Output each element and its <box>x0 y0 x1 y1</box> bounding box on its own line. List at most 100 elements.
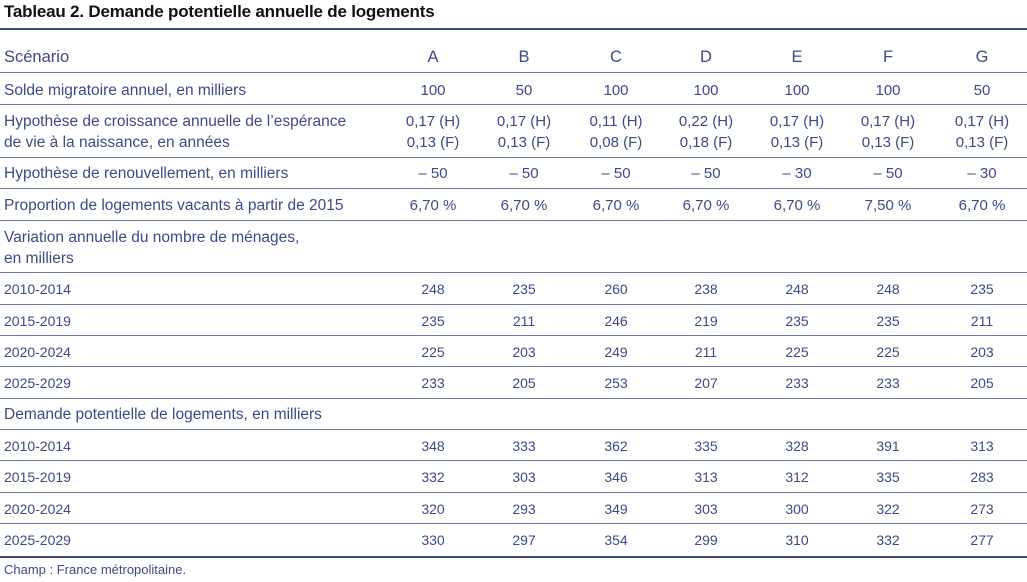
table-cell: 310 <box>785 532 809 548</box>
table-cell: 0,11 (H) <box>589 113 643 130</box>
table-cell: 6,70 % <box>682 197 730 214</box>
table-cell: 6,70 % <box>500 197 548 214</box>
column-header: G <box>975 48 989 66</box>
table-cell: 219 <box>694 313 718 329</box>
table-cell: 0,17 (H) <box>860 113 916 130</box>
table-cell: 0,17 (H) <box>954 113 1010 130</box>
row-label: Variation annuelle du nombre de ménages, <box>4 229 300 246</box>
table-cell: 211 <box>512 313 536 329</box>
table-cell: 391 <box>876 438 900 454</box>
table-cell: 225 <box>876 344 900 360</box>
table-cell: 211 <box>970 313 994 329</box>
table-cell: 225 <box>785 344 809 360</box>
table-cell: 260 <box>604 281 628 297</box>
row-divider <box>0 429 1027 430</box>
table-cell: 348 <box>421 438 445 454</box>
table-cell: 313 <box>694 469 718 485</box>
table-title: Tableau 2. Demande potentielle annuelle … <box>4 2 435 21</box>
row-label: 2025-2029 <box>4 532 71 548</box>
column-header: B <box>518 48 530 66</box>
table-cell: 0,17 (H) <box>769 113 825 130</box>
header-scenario-label: Scénario <box>4 48 70 66</box>
table-cell: 100 <box>784 82 810 99</box>
table-cell: 354 <box>604 532 628 548</box>
column-header: C <box>610 48 622 66</box>
table-cell: 50 <box>973 82 991 99</box>
table-cell: 205 <box>970 375 994 391</box>
table-cell: 332 <box>876 532 900 548</box>
table-cell: 335 <box>876 469 900 485</box>
table-cell: – 50 <box>873 165 903 182</box>
table-cell: 313 <box>970 438 994 454</box>
table-cell: 283 <box>970 469 994 485</box>
row-divider <box>0 398 1027 399</box>
table-cell: 362 <box>604 438 628 454</box>
table-cell: 333 <box>512 438 536 454</box>
table-cell: 7,50 % <box>864 197 912 214</box>
row-label: 2020-2024 <box>4 501 71 517</box>
row-label: 2025-2029 <box>4 375 71 391</box>
table-cell: 246 <box>604 313 628 329</box>
table-cell: – 30 <box>782 165 812 182</box>
table-cell: 299 <box>694 532 718 548</box>
table-cell: 50 <box>515 82 533 99</box>
table-cell: 335 <box>694 438 718 454</box>
table-cell: 248 <box>876 281 900 297</box>
table-cell: 203 <box>512 344 536 360</box>
row-divider <box>0 335 1027 336</box>
table-cell: 330 <box>421 532 445 548</box>
table-cell: 6,70 % <box>409 197 457 214</box>
table-cell: 6,70 % <box>592 197 640 214</box>
table-cell: 0,22 (H) <box>678 113 734 130</box>
row-label: de vie à la naissance, en années <box>4 134 230 151</box>
row-divider <box>0 366 1027 367</box>
row-divider <box>0 104 1027 105</box>
row-divider <box>0 556 1027 558</box>
table-cell: 328 <box>785 438 809 454</box>
row-divider <box>0 492 1027 493</box>
table-cell: 0,08 (F) <box>589 134 643 151</box>
table-cell: 253 <box>604 375 628 391</box>
table-cell: 346 <box>604 469 628 485</box>
row-divider <box>0 220 1027 221</box>
table-cell: 248 <box>785 281 809 297</box>
table-cell: 320 <box>421 501 445 517</box>
table-cell: 233 <box>421 375 445 391</box>
table-cell: 293 <box>512 501 536 517</box>
table-cell: 233 <box>785 375 809 391</box>
table-cell: 349 <box>604 501 628 517</box>
table-cell: 332 <box>421 469 445 485</box>
table-cell: 303 <box>694 501 718 517</box>
table-cell: 235 <box>970 281 994 297</box>
table-cell: – 50 <box>601 165 631 182</box>
table-cell: 235 <box>421 313 445 329</box>
table-cell: 235 <box>512 281 536 297</box>
table-cell: 6,70 % <box>958 197 1006 214</box>
table-cell: 300 <box>785 501 809 517</box>
table-cell: 238 <box>694 281 718 297</box>
table-cell: 273 <box>970 501 994 517</box>
footnote: Champ : France métropolitaine. <box>4 562 187 577</box>
table-cell: 277 <box>970 532 994 548</box>
table-cell: 312 <box>785 469 809 485</box>
table-cell: 0,17 (H) <box>405 113 461 130</box>
row-label: Solde migratoire annuel, en milliers <box>4 82 247 99</box>
column-header: A <box>427 48 439 66</box>
row-divider <box>0 460 1027 461</box>
row-label: 2020-2024 <box>4 344 71 360</box>
table-cell: 205 <box>512 375 536 391</box>
table-cell: 100 <box>603 82 629 99</box>
table-cell: 0,13 (F) <box>406 134 460 151</box>
row-divider <box>0 523 1027 524</box>
column-header: E <box>791 48 803 66</box>
table-cell: 235 <box>876 313 900 329</box>
table-cell: 203 <box>970 344 994 360</box>
row-label: Hypothèse de renouvellement, en milliers <box>4 165 289 182</box>
column-header: D <box>700 48 712 66</box>
table-cell: 0,13 (F) <box>861 134 915 151</box>
row-label: Demande potentielle de logements, en mil… <box>4 406 322 423</box>
table-cell: 235 <box>785 313 809 329</box>
row-divider <box>0 188 1027 189</box>
column-header: F <box>882 48 894 66</box>
row-label: Hypothèse de croissance annuelle de l’es… <box>4 113 347 130</box>
